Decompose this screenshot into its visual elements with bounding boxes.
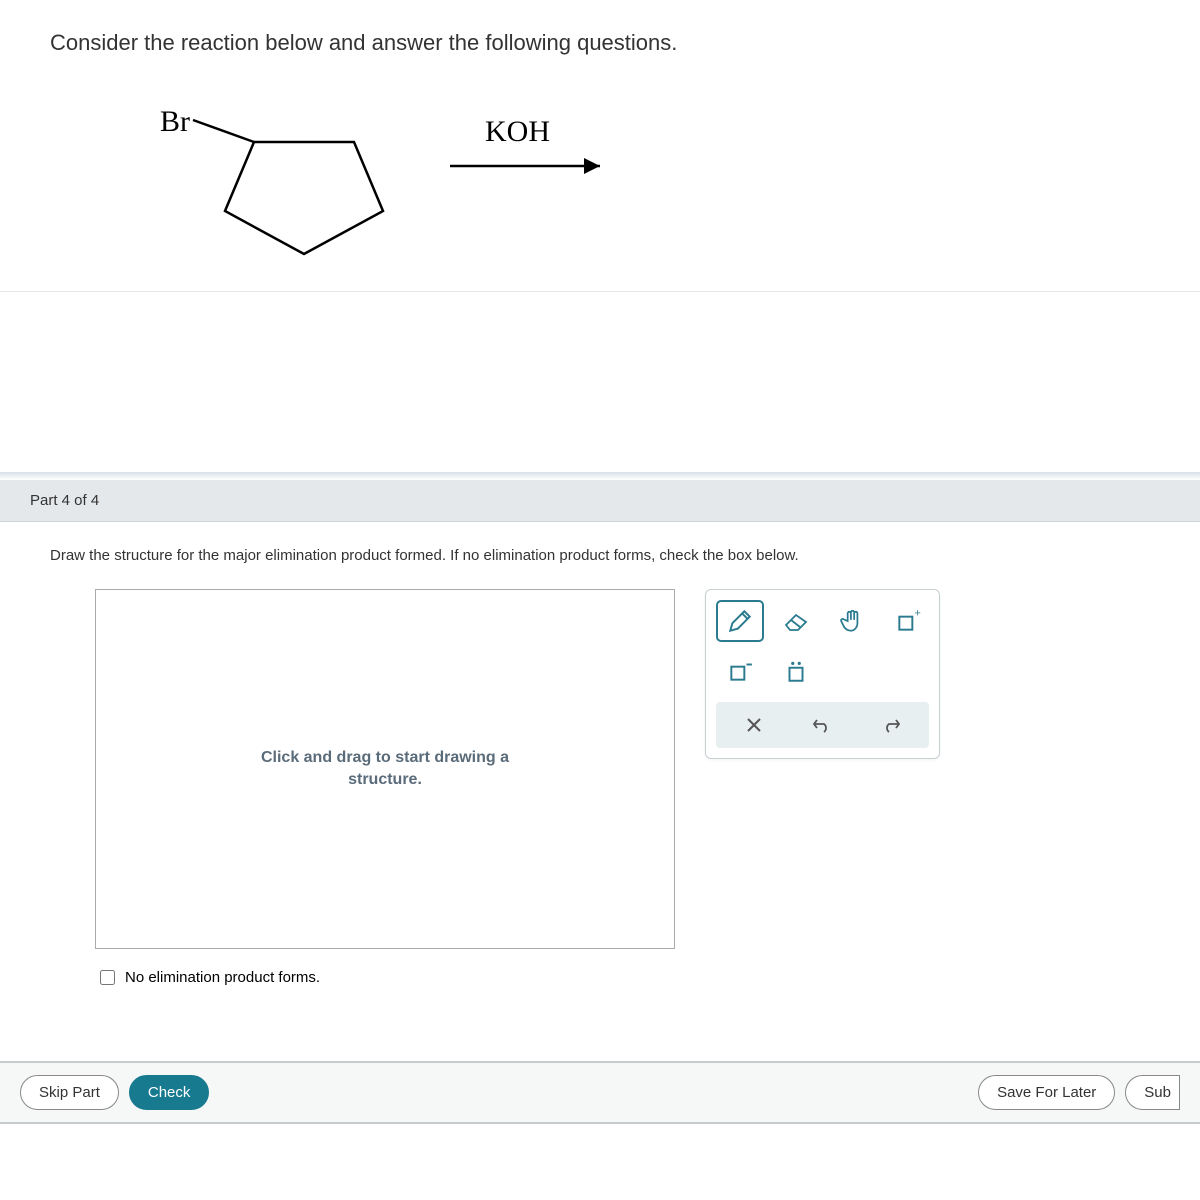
pencil-tool[interactable] — [716, 600, 764, 642]
eraser-tool[interactable] — [772, 600, 820, 642]
svg-text:+: + — [915, 608, 921, 620]
redo-icon — [881, 716, 901, 734]
placeholder-line2: structure. — [348, 771, 422, 788]
check-button[interactable]: Check — [129, 1075, 210, 1110]
no-product-row: No elimination product forms. — [0, 949, 1200, 1006]
tool-grid: + — [716, 600, 929, 692]
plus-charge-tool[interactable]: + — [884, 600, 932, 642]
minus-charge-tool[interactable] — [716, 650, 764, 692]
hand-tool[interactable] — [828, 600, 876, 642]
plus-charge-icon: + — [895, 608, 921, 634]
question-prompt: Consider the reaction below and answer t… — [50, 30, 1150, 56]
no-product-label: No elimination product forms. — [125, 969, 320, 986]
lone-pair-icon — [783, 658, 809, 684]
footer-bar: Skip Part Check Save For Later Sub — [0, 1061, 1200, 1124]
submit-button[interactable]: Sub — [1125, 1075, 1180, 1110]
close-icon — [745, 716, 763, 734]
drawing-row: Click and drag to start drawing a struct… — [0, 574, 1200, 949]
part-instruction: Draw the structure for the major elimina… — [0, 522, 1200, 574]
clear-button[interactable] — [734, 710, 774, 740]
reaction-diagram: Br KOH — [130, 96, 650, 266]
save-later-button[interactable]: Save For Later — [978, 1075, 1115, 1110]
undo-button[interactable] — [802, 710, 842, 740]
br-label: Br — [160, 105, 190, 138]
section-divider — [0, 472, 1200, 480]
lone-pair-tool[interactable] — [772, 650, 820, 692]
action-row — [716, 702, 929, 748]
question-area: Consider the reaction below and answer t… — [0, 0, 1200, 292]
reagent-label: KOH — [485, 115, 550, 148]
undo-icon — [812, 716, 832, 734]
eraser-icon — [782, 610, 810, 632]
minus-charge-icon — [727, 658, 753, 684]
skip-part-button[interactable]: Skip Part — [20, 1075, 119, 1110]
placeholder-line1: Click and drag to start drawing a — [261, 749, 509, 766]
drawing-canvas[interactable]: Click and drag to start drawing a struct… — [95, 589, 675, 949]
footer-right: Save For Later Sub — [978, 1075, 1180, 1110]
footer-left: Skip Part Check — [20, 1075, 209, 1110]
canvas-placeholder: Click and drag to start drawing a struct… — [261, 747, 509, 792]
redo-button[interactable] — [871, 710, 911, 740]
hand-icon — [839, 608, 865, 634]
tool-panel: + — [705, 589, 940, 759]
pencil-icon — [727, 608, 753, 634]
no-product-checkbox[interactable] — [100, 970, 115, 985]
part-header: Part 4 of 4 — [0, 480, 1200, 522]
